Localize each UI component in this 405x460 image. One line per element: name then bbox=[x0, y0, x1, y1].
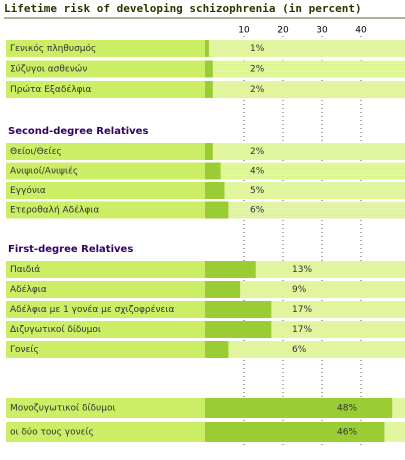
value-label: 1% bbox=[250, 44, 265, 54]
row-label-bg bbox=[6, 182, 205, 199]
bar bbox=[205, 301, 272, 318]
row-chart-bg bbox=[205, 162, 405, 180]
row-label-bg bbox=[6, 398, 205, 418]
bar bbox=[205, 398, 393, 418]
bar bbox=[205, 422, 385, 442]
category-label: Γονείς bbox=[10, 345, 39, 355]
row-label-bg bbox=[6, 162, 205, 180]
bar bbox=[205, 182, 225, 199]
value-label: 6% bbox=[292, 345, 307, 355]
row-chart-bg bbox=[205, 143, 405, 160]
bar bbox=[205, 201, 229, 219]
row-label-bg bbox=[6, 40, 205, 57]
bar bbox=[205, 341, 229, 358]
category-label: Παιδιά bbox=[10, 265, 40, 275]
row-chart-bg bbox=[205, 81, 405, 98]
category-label: Αδέλφια bbox=[10, 284, 47, 295]
row-chart-bg bbox=[205, 201, 405, 219]
row-label-bg bbox=[6, 201, 205, 219]
category-label: Θείοι/Θείες bbox=[10, 147, 62, 157]
category-label: Διζυγωτικοί δίδυμοι bbox=[10, 325, 101, 335]
value-label: 9% bbox=[292, 285, 307, 295]
chart-title: Lifetime risk of developing schizophreni… bbox=[4, 2, 362, 15]
value-label: 13% bbox=[292, 265, 312, 275]
x-tick-label: 30 bbox=[316, 26, 328, 36]
bar bbox=[205, 261, 256, 278]
row-label-bg bbox=[6, 321, 205, 338]
bar bbox=[205, 60, 213, 78]
value-label: 2% bbox=[250, 65, 265, 75]
row-label-bg bbox=[6, 281, 205, 298]
bar bbox=[205, 162, 221, 180]
bar bbox=[205, 40, 209, 57]
row-chart-bg bbox=[205, 40, 405, 57]
bar bbox=[205, 281, 241, 298]
row-label-bg bbox=[6, 341, 205, 358]
group-header: First-degree Relatives bbox=[8, 244, 133, 255]
value-label: 4% bbox=[250, 167, 265, 177]
category-label: Εγγόνια bbox=[10, 185, 46, 196]
row-chart-bg bbox=[205, 60, 405, 78]
category-label: Μονοζυγωτικοί δίδυμοι bbox=[10, 404, 116, 414]
category-label: Πρώτα Εξαδέλφια bbox=[10, 84, 92, 95]
row-label-bg bbox=[6, 60, 205, 78]
value-label: 5% bbox=[250, 186, 265, 196]
value-label: 17% bbox=[292, 325, 312, 335]
row-label-bg bbox=[6, 422, 205, 442]
value-label: 48% bbox=[337, 404, 357, 414]
category-label: Γενικός πληθυσμός bbox=[10, 43, 96, 54]
x-tick-label: 20 bbox=[277, 26, 289, 36]
value-label: 46% bbox=[337, 428, 357, 438]
value-label: 6% bbox=[250, 206, 265, 216]
row-chart-bg bbox=[205, 182, 405, 199]
category-label: οι δύο τους γονείς bbox=[10, 427, 94, 438]
value-label: 2% bbox=[250, 85, 265, 95]
category-label: Αδέλφια με 1 γονέα με σχιζοφρένεια bbox=[10, 304, 174, 315]
category-label: Ετεροθαλή Αδέλφια bbox=[10, 205, 99, 216]
bar bbox=[205, 81, 213, 98]
x-tick-label: 40 bbox=[355, 26, 367, 36]
row-label-bg bbox=[6, 301, 205, 318]
bar bbox=[205, 143, 213, 160]
value-label: 17% bbox=[292, 305, 312, 315]
x-tick-label: 10 bbox=[238, 26, 250, 36]
category-label: Σύζυγοι ασθενών bbox=[10, 64, 87, 75]
group-header: Second-degree Relatives bbox=[8, 126, 148, 137]
row-label-bg bbox=[6, 261, 205, 278]
bar bbox=[205, 321, 272, 338]
row-label-bg bbox=[6, 143, 205, 160]
category-label: Ανιψιοί/Ανιψιές bbox=[10, 166, 78, 177]
row-label-bg bbox=[6, 81, 205, 98]
value-label: 2% bbox=[250, 147, 265, 157]
